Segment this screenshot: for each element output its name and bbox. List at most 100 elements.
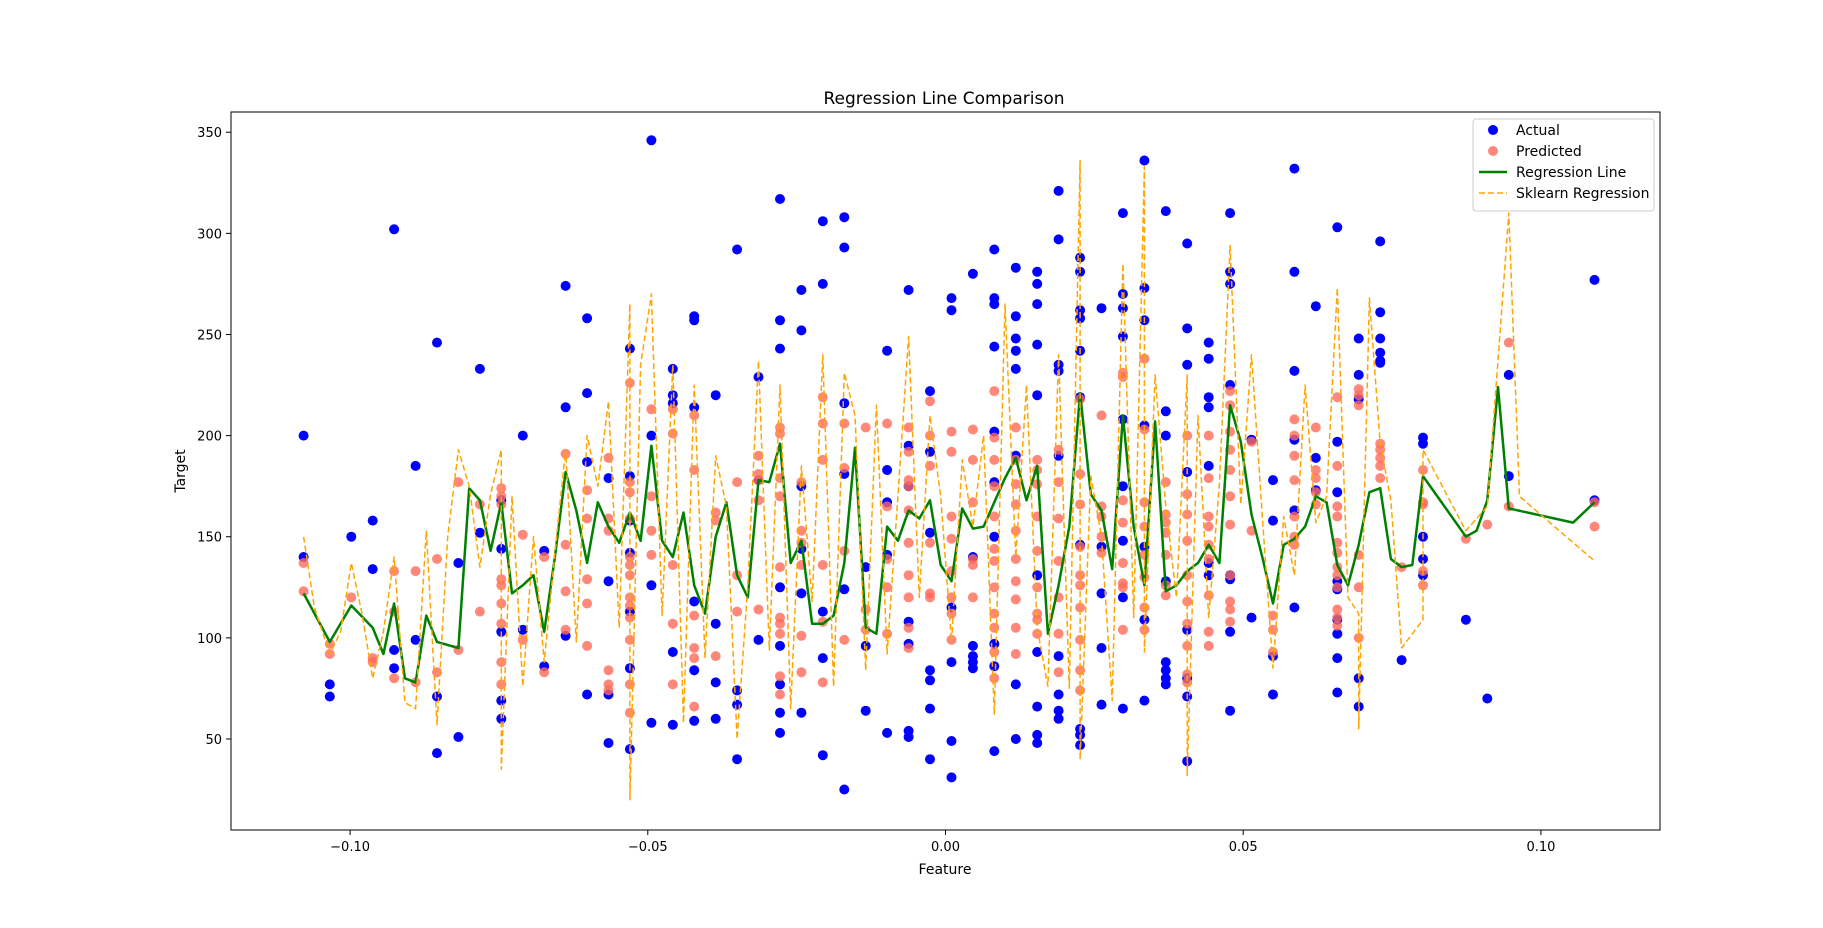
actual-point — [925, 446, 935, 457]
predicted-point — [1117, 582, 1128, 593]
y-tick-label: 50 — [205, 733, 222, 748]
actual-point — [1289, 266, 1300, 277]
predicted-point — [1225, 519, 1236, 530]
actual-point — [560, 280, 571, 291]
actual-point — [453, 558, 464, 568]
actual-point — [1225, 626, 1236, 637]
predicted-point — [967, 424, 978, 435]
predicted-point — [1096, 501, 1107, 512]
actual-point — [389, 663, 400, 674]
actual-point — [1010, 734, 1021, 744]
predicted-point — [298, 586, 309, 597]
predicted-point — [1053, 628, 1064, 639]
actual-point — [1289, 365, 1300, 376]
predicted-point — [1032, 582, 1043, 593]
predicted-point — [903, 537, 914, 548]
actual-point — [989, 661, 1000, 672]
predicted-point — [1032, 545, 1043, 556]
predicted-point — [1589, 521, 1600, 532]
predicted-point — [1053, 667, 1064, 678]
predicted-point — [1053, 513, 1064, 524]
predicted-point — [1010, 422, 1021, 433]
actual-point — [839, 212, 850, 223]
series-predicted — [298, 337, 1600, 718]
predicted-point — [603, 685, 614, 696]
predicted-point — [1160, 509, 1171, 520]
legend-item-predicted: Predicted — [1488, 144, 1582, 160]
predicted-point — [582, 598, 593, 609]
actual-point — [775, 679, 785, 690]
y-tick-label: 200 — [197, 430, 222, 445]
series-sklearn-regression — [302, 159, 1595, 801]
actual-point — [517, 624, 528, 635]
predicted-point — [1332, 604, 1343, 615]
predicted-point — [775, 628, 785, 639]
predicted-point — [1203, 430, 1214, 441]
actual-point — [1160, 679, 1171, 690]
predicted-point — [1032, 454, 1043, 465]
legend-box — [1472, 118, 1655, 212]
actual-point — [775, 343, 785, 354]
predicted-point — [689, 701, 700, 712]
actual-point — [646, 580, 657, 591]
y-tick-label: 100 — [197, 632, 222, 647]
predicted-point — [925, 592, 935, 603]
actual-point — [689, 402, 700, 413]
actual-point — [1010, 345, 1021, 356]
predicted-point — [946, 608, 957, 619]
actual-point — [1032, 339, 1043, 350]
actual-point — [753, 634, 764, 645]
predicted-point — [732, 477, 743, 488]
legend-item-actual: Actual — [1488, 123, 1560, 139]
predicted-point — [989, 673, 1000, 684]
actual-point — [946, 657, 957, 668]
predicted-point — [1075, 602, 1086, 613]
actual-point — [1353, 369, 1364, 380]
actual-point — [1160, 665, 1171, 676]
actual-point — [1289, 163, 1300, 174]
actual-point — [1075, 313, 1086, 324]
predicted-point — [710, 651, 721, 662]
actual-point — [925, 754, 935, 765]
actual-point — [1182, 323, 1193, 334]
legend-marker — [1488, 125, 1498, 135]
actual-point — [1117, 535, 1128, 546]
actual-point — [603, 738, 614, 748]
predicted-point — [1182, 489, 1193, 500]
actual-point — [775, 315, 785, 326]
actual-point — [1117, 303, 1128, 314]
actual-point — [925, 703, 935, 714]
actual-point — [967, 663, 978, 674]
actual-point — [796, 588, 807, 599]
predicted-point — [603, 665, 614, 676]
predicted-point — [1332, 392, 1343, 403]
predicted-point — [667, 679, 678, 690]
predicted-point — [453, 477, 464, 488]
actual-point — [1375, 347, 1386, 358]
predicted-point — [1225, 604, 1236, 615]
predicted-point — [582, 640, 593, 651]
actual-point — [1268, 689, 1278, 700]
x-tick-label: 0.10 — [1526, 840, 1555, 855]
actual-point — [775, 707, 785, 718]
predicted-point — [989, 386, 1000, 397]
predicted-point — [989, 481, 1000, 492]
actual-point — [689, 665, 700, 676]
actual-point — [710, 618, 721, 629]
actual-point — [560, 402, 571, 413]
predicted-point — [989, 543, 1000, 554]
actual-point — [1460, 614, 1471, 625]
legend-label: Predicted — [1516, 144, 1582, 160]
predicted-point — [796, 667, 807, 678]
predicted-point — [1332, 620, 1343, 631]
predicted-point — [1332, 570, 1343, 581]
predicted-point — [410, 566, 421, 577]
legend-item-regression-line: Regression Line — [1479, 165, 1626, 181]
predicted-point — [839, 634, 850, 645]
actual-point — [1010, 333, 1021, 344]
actual-point — [882, 727, 893, 738]
predicted-point — [624, 560, 635, 570]
predicted-point — [1010, 554, 1021, 564]
y-tick-label: 150 — [197, 531, 222, 546]
